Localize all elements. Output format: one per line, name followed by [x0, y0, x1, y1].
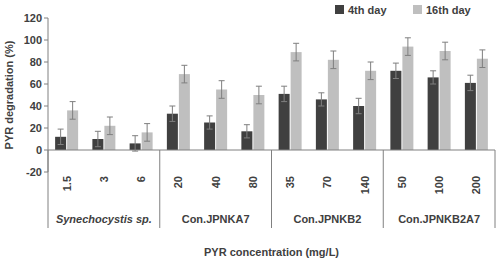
group-label: Con.JPNKB2A7 [398, 213, 480, 225]
y-tick [44, 84, 48, 85]
error-bar [293, 43, 299, 61]
group-label: Con.JPNKA7 [182, 213, 250, 225]
bar [179, 74, 190, 150]
bar [365, 71, 376, 150]
error-bar [219, 81, 225, 99]
bar [390, 71, 401, 150]
group-separator [159, 150, 160, 228]
bar [402, 47, 413, 150]
error-bar [405, 38, 411, 56]
y-tick-label: 40 [30, 100, 42, 112]
x-tick-label: 200 [470, 176, 482, 194]
legend-swatch [335, 5, 344, 14]
x-tick-label: 80 [247, 176, 259, 188]
legend-swatch [413, 5, 422, 14]
y-tick-label: 120 [24, 12, 42, 24]
bar [328, 60, 339, 150]
group-label: Synechocystis sp. [56, 213, 152, 225]
error-bar [356, 98, 362, 113]
error-bar [95, 131, 101, 146]
x-tick-label: 35 [284, 176, 296, 188]
error-bar [318, 93, 324, 106]
bars [55, 38, 488, 151]
x-tick-label: 50 [396, 176, 408, 188]
error-bar [107, 117, 113, 135]
y-tick [44, 128, 48, 129]
y-tick [44, 40, 48, 41]
bar [279, 94, 290, 150]
error-bar [144, 124, 150, 142]
group-separator [48, 150, 49, 228]
bar [428, 77, 439, 150]
error-bar [368, 62, 374, 80]
group-separator [383, 150, 384, 228]
error-bar [442, 42, 448, 60]
error-bar [330, 51, 336, 69]
x-tick-label: 100 [433, 176, 445, 194]
x-tick-label: 1.5 [61, 176, 73, 191]
error-bar [58, 129, 64, 144]
x-axis-title: PYR concentration (mg/L) [204, 246, 339, 258]
error-bar [256, 86, 262, 104]
y-tick [44, 106, 48, 107]
x-tick-label: 70 [321, 176, 333, 188]
legend-label: 4th day [348, 4, 387, 16]
x-tick-label: 140 [359, 176, 371, 194]
group-separator [495, 150, 496, 228]
error-bar [169, 106, 175, 121]
bar [465, 83, 476, 150]
y-tick-label: -20 [26, 166, 42, 178]
error-bar [244, 125, 250, 138]
error-bar [70, 102, 76, 120]
legend-label: 16th day [426, 4, 472, 16]
error-bar [207, 116, 213, 129]
group-separator [271, 150, 272, 228]
y-tick-label: 80 [30, 56, 42, 68]
error-bar [132, 136, 138, 151]
y-tick [44, 150, 48, 151]
y-tick-label: 60 [30, 78, 42, 90]
y-tick-label: 100 [24, 34, 42, 46]
bar [316, 99, 327, 150]
error-bar [393, 63, 399, 78]
bar [291, 52, 302, 150]
error-bar [479, 50, 485, 68]
y-axis [48, 18, 49, 172]
y-tick [44, 172, 48, 173]
y-axis-title: PYR degradation (%) [3, 40, 15, 149]
error-bar [281, 86, 287, 101]
x-tick-label: 6 [135, 176, 147, 182]
x-tick-label: 40 [210, 176, 222, 188]
bar [216, 90, 227, 151]
y-tick [44, 18, 48, 19]
bar [477, 59, 488, 150]
x-tick-label: 3 [98, 176, 110, 182]
error-bar [181, 65, 187, 83]
y-tick [44, 62, 48, 63]
bar [440, 51, 451, 150]
group-label: Con.JPNKB2 [293, 213, 361, 225]
error-bar [430, 71, 436, 84]
legend: 4th day 16th day [335, 4, 472, 16]
chart: -20 0 20 40 60 80 100 120 PYR degradation (%) 1.5… [0, 0, 500, 270]
x-tick-label: 20 [172, 176, 184, 188]
error-bar [467, 75, 473, 90]
y-tick-label: 20 [30, 122, 42, 134]
y-tick-label: 0 [36, 144, 42, 156]
